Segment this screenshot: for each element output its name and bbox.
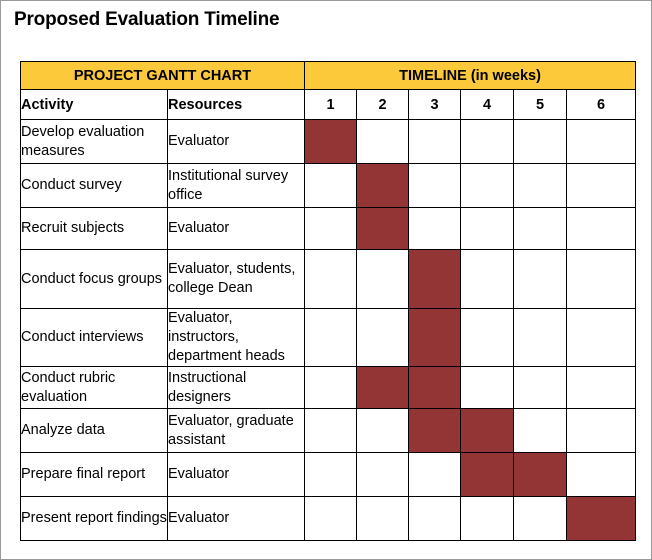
timeline-cell xyxy=(566,249,637,309)
timeline-cell xyxy=(408,119,462,164)
timeline-cell xyxy=(304,207,358,250)
timeline-cell xyxy=(356,119,410,164)
timeline-cell xyxy=(513,366,568,409)
timeline-cell xyxy=(513,207,568,250)
timeline-cell xyxy=(460,308,515,367)
gantt-bar-cell xyxy=(356,163,410,208)
table-row: Conduct rubric evaluation Instructional d… xyxy=(20,366,637,409)
activity-cell: Conduct focus groups xyxy=(20,249,168,309)
activity-cell: Conduct interviews xyxy=(20,308,168,367)
timeline-cell xyxy=(304,163,358,208)
table-row: Conduct survey Institutional survey offic… xyxy=(20,163,637,208)
gantt-bar-cell xyxy=(566,496,637,541)
timeline-cell xyxy=(513,249,568,309)
activity-cell: Prepare final report xyxy=(20,452,168,497)
activity-cell: Recruit subjects xyxy=(20,207,168,250)
week-header-2: 2 xyxy=(356,89,410,120)
gantt-bar-cell xyxy=(356,366,410,409)
timeline-cell xyxy=(566,452,637,497)
timeline-cell xyxy=(304,308,358,367)
timeline-cell xyxy=(408,452,462,497)
timeline-cell xyxy=(513,308,568,367)
activity-cell: Conduct rubric evaluation xyxy=(20,366,168,409)
timeline-cell xyxy=(513,408,568,453)
week-header-4: 4 xyxy=(460,89,515,120)
week-header-5: 5 xyxy=(513,89,568,120)
timeline-cell xyxy=(356,452,410,497)
timeline-cell xyxy=(304,366,358,409)
activity-cell: Develop evaluation measures xyxy=(20,119,168,164)
timeline-cell xyxy=(513,496,568,541)
gantt-bar-cell xyxy=(408,249,462,309)
timeline-cell xyxy=(356,496,410,541)
timeline-cell xyxy=(460,119,515,164)
timeline-cell xyxy=(513,163,568,208)
timeline-cell xyxy=(566,408,637,453)
gantt-bar-cell xyxy=(408,308,462,367)
gantt-bar-cell xyxy=(304,119,358,164)
activity-column-header: Activity xyxy=(20,89,168,120)
timeline-cell xyxy=(513,119,568,164)
timeline-cell xyxy=(408,207,462,250)
timeline-header: TIMELINE (in weeks) xyxy=(304,61,637,90)
timeline-cell xyxy=(460,207,515,250)
resources-cell: Instructional designers xyxy=(166,366,306,409)
table-row: Recruit subjects Evaluator xyxy=(20,207,637,250)
timeline-cell xyxy=(566,308,637,367)
week-header-6: 6 xyxy=(566,89,637,120)
table-row: Conduct interviews Evaluator, instructors… xyxy=(20,308,637,367)
activity-cell: Conduct survey xyxy=(20,163,168,208)
table-row: Conduct focus groups Evaluator, students,… xyxy=(20,249,637,309)
resources-cell: Evaluator xyxy=(166,452,306,497)
timeline-cell xyxy=(566,207,637,250)
timeline-cell xyxy=(460,249,515,309)
project-gantt-chart-header: PROJECT GANTT CHART xyxy=(19,61,306,90)
resources-column-header: Resources xyxy=(166,89,306,120)
activity-cell: Analyze data xyxy=(20,408,168,453)
timeline-cell xyxy=(460,496,515,541)
timeline-cell xyxy=(408,496,462,541)
week-header-3: 3 xyxy=(408,89,462,120)
timeline-cell xyxy=(566,366,637,409)
timeline-cell xyxy=(460,163,515,208)
timeline-cell xyxy=(566,119,637,164)
timeline-cell xyxy=(408,163,462,208)
timeline-cell xyxy=(304,408,358,453)
resources-cell: Evaluator xyxy=(166,119,306,164)
table-row: Develop evaluation measures Evaluator xyxy=(20,119,637,164)
timeline-cell xyxy=(304,452,358,497)
timeline-cell xyxy=(356,308,410,367)
resources-cell: Institutional survey office xyxy=(166,163,306,208)
table-row: Present report findings Evaluator xyxy=(20,496,637,541)
week-header-1: 1 xyxy=(304,89,358,120)
timeline-cell xyxy=(304,249,358,309)
gantt-bar-cell xyxy=(460,408,515,453)
activity-cell: Present report findings xyxy=(20,496,168,541)
resources-cell: Evaluator, instructors, department heads xyxy=(166,308,306,367)
gantt-bar-cell xyxy=(356,207,410,250)
gantt-table: PROJECT GANTT CHART TIMELINE (in weeks) … xyxy=(19,61,637,541)
timeline-cell xyxy=(356,408,410,453)
gantt-bar-cell xyxy=(408,366,462,409)
timeline-cell xyxy=(460,366,515,409)
page-title: Proposed Evaluation Timeline xyxy=(14,9,280,30)
resources-cell: Evaluator xyxy=(166,207,306,250)
timeline-cell xyxy=(356,249,410,309)
gantt-bar-cell xyxy=(513,452,568,497)
resources-cell: Evaluator xyxy=(166,496,306,541)
resources-cell: Evaluator, graduate assistant xyxy=(166,408,306,453)
table-row: Prepare final report Evaluator xyxy=(20,452,637,497)
table-row: Analyze data Evaluator, graduate assistan… xyxy=(20,408,637,453)
gantt-bar-cell xyxy=(460,452,515,497)
timeline-cell xyxy=(304,496,358,541)
timeline-cell xyxy=(566,163,637,208)
resources-cell: Evaluator, students, college Dean xyxy=(166,249,306,309)
gantt-bar-cell xyxy=(408,408,462,453)
